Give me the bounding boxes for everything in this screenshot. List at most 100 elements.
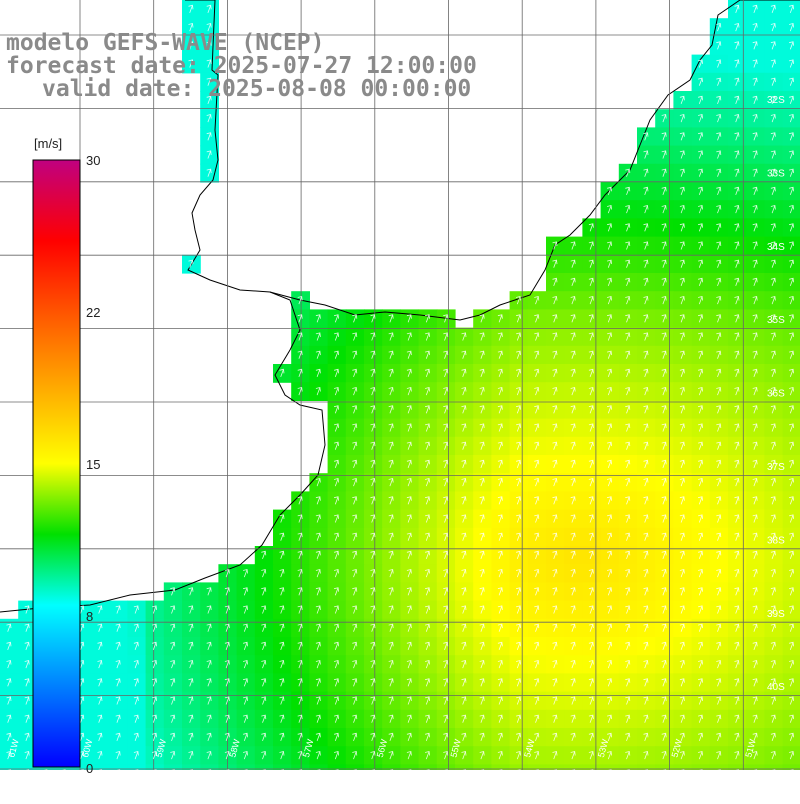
wind-arrow (789, 314, 794, 323)
wind-arrow (607, 605, 612, 614)
wind-arrow (388, 387, 394, 396)
wind-arrow (188, 4, 194, 14)
wind-arrow (243, 678, 248, 687)
wind-arrow (425, 387, 430, 396)
wind-arrow (443, 569, 449, 578)
wind-arrow (406, 751, 412, 760)
wind-arrow (570, 368, 576, 378)
wind-arrow (297, 623, 303, 632)
wind-arrow (279, 641, 285, 651)
wind-arrow (607, 550, 612, 560)
wind-arrow (206, 605, 212, 614)
wind-arrow (552, 241, 558, 250)
wind-arrow (443, 350, 449, 359)
wind-arrow (588, 532, 594, 541)
wind-arrow (6, 641, 12, 651)
wind-arrow (752, 441, 758, 450)
lat-label: 37S (767, 462, 785, 473)
wind-arrow (461, 550, 467, 560)
wind-arrow (698, 168, 703, 177)
wind-arrow (698, 114, 703, 123)
wind-arrow (516, 569, 521, 578)
wind-arrow (643, 168, 649, 177)
wind-arrow (770, 241, 776, 250)
wind-arrow (789, 186, 794, 196)
wind-arrow (443, 496, 449, 505)
wind-arrow (188, 23, 194, 32)
wind-arrow (570, 732, 576, 742)
wind-arrow (388, 405, 394, 414)
wind-arrow (734, 605, 740, 614)
wind-arrow (716, 332, 722, 341)
wind-arrow (479, 368, 485, 378)
wind-arrow (279, 532, 285, 541)
lon-label: 52W (670, 738, 685, 759)
wind-arrow (734, 314, 740, 323)
wind-arrow (425, 514, 430, 523)
wind-arrow (352, 641, 358, 651)
wind-arrow (552, 714, 558, 723)
wind-arrow (625, 168, 631, 177)
wind-arrow (279, 368, 285, 378)
wind-arrow (607, 259, 612, 268)
wind-arrow (643, 459, 649, 469)
wind-arrow (789, 459, 794, 469)
wind-arrow (698, 478, 703, 487)
wind-arrow (661, 641, 667, 651)
wind-arrow (261, 569, 267, 578)
wind-arrow (461, 496, 467, 505)
wind-arrow (607, 368, 612, 378)
wind-arrow (698, 186, 703, 196)
wind-arrow (607, 277, 612, 287)
wind-arrow (516, 459, 521, 469)
wind-arrow (406, 459, 412, 469)
wind-arrow (279, 587, 285, 596)
wind-arrow (588, 514, 594, 523)
wind-arrow (243, 641, 248, 651)
forecast-date: forecast date: 2025-07-27 12:00:00 (6, 53, 477, 79)
wind-arrow (716, 678, 722, 687)
wind-arrow (734, 532, 740, 541)
wind-arrow (443, 732, 449, 742)
colorbar-gradient (32, 159, 81, 768)
wind-arrow (461, 696, 467, 705)
wind-arrow (643, 696, 649, 705)
wind-arrow (770, 623, 776, 632)
wind-arrow (497, 641, 503, 651)
wind-arrow (370, 660, 376, 669)
wind-arrow (261, 678, 267, 687)
wind-arrow (770, 205, 776, 214)
wind-arrow (570, 350, 576, 359)
wind-arrow (716, 368, 722, 378)
wind-arrow (679, 496, 685, 505)
wind-arrow (79, 751, 85, 760)
wind-arrow (443, 405, 449, 414)
wind-arrow (588, 277, 594, 287)
wind-arrow (607, 623, 612, 632)
wind-arrow (534, 696, 540, 705)
wind-arrow (716, 550, 722, 560)
wind-arrow (115, 605, 121, 614)
wind-arrow (406, 550, 412, 560)
wind-arrow (79, 660, 85, 669)
wind-arrow (734, 569, 740, 578)
wind-arrow (552, 732, 558, 742)
wind-arrow (279, 732, 285, 742)
wind-arrow (679, 423, 685, 432)
wind-arrow (789, 751, 794, 760)
wind-arrow (406, 405, 412, 414)
wind-arrow (752, 623, 758, 632)
wind-arrow (188, 59, 194, 68)
wind-arrow (625, 223, 631, 232)
wind-arrow (497, 605, 503, 614)
wind-arrow (516, 332, 521, 341)
wind-arrow (716, 168, 722, 177)
wind-arrow (625, 277, 631, 287)
wind-arrow (152, 732, 157, 742)
wind-arrow (115, 641, 121, 651)
wind-arrow (770, 732, 776, 742)
wind-arrow (115, 751, 121, 760)
wind-arrow (789, 132, 794, 141)
wind-arrow (552, 314, 558, 323)
wind-arrows (6, 4, 794, 796)
